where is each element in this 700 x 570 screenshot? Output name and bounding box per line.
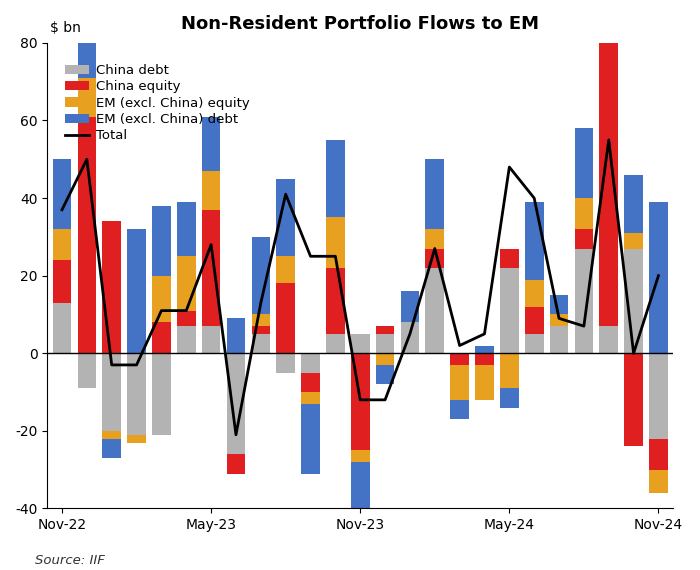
Bar [649, 353, 668, 439]
Bar [78, 78, 96, 117]
Bar [376, 326, 394, 334]
Bar [500, 268, 519, 353]
Bar [550, 295, 568, 315]
Bar [525, 279, 543, 307]
Bar [400, 291, 419, 322]
Bar [500, 388, 519, 408]
Bar [575, 229, 593, 249]
Bar [102, 439, 121, 458]
Bar [127, 353, 146, 435]
Bar [251, 237, 270, 315]
Bar [251, 326, 270, 334]
Bar [152, 353, 171, 435]
Bar [177, 311, 195, 326]
Bar [550, 315, 568, 326]
Bar [426, 268, 444, 353]
Bar [575, 128, 593, 198]
Bar [599, 0, 618, 31]
Bar [624, 353, 643, 446]
Bar [202, 210, 220, 326]
Bar [326, 268, 344, 334]
Bar [450, 400, 469, 420]
Bar [624, 249, 643, 353]
Bar [102, 353, 121, 431]
Bar [376, 365, 394, 384]
Bar [500, 249, 519, 268]
Bar [351, 450, 370, 462]
Bar [301, 392, 320, 404]
Bar [426, 159, 444, 229]
Bar [326, 140, 344, 218]
Title: Non-Resident Portfolio Flows to EM: Non-Resident Portfolio Flows to EM [181, 15, 539, 33]
Bar [525, 307, 543, 334]
Bar [426, 249, 444, 268]
Bar [550, 326, 568, 353]
Bar [127, 435, 146, 442]
Bar [301, 404, 320, 474]
Bar [624, 175, 643, 233]
Bar [376, 353, 394, 365]
Bar [525, 202, 543, 279]
Bar [78, 353, 96, 388]
Bar [575, 198, 593, 229]
Bar [102, 431, 121, 439]
Bar [351, 353, 370, 450]
Bar [649, 470, 668, 493]
Text: Source: IIF: Source: IIF [35, 554, 105, 567]
Bar [599, 31, 618, 326]
Bar [251, 334, 270, 353]
Bar [351, 462, 370, 559]
Bar [326, 334, 344, 353]
Bar [575, 249, 593, 353]
Bar [525, 334, 543, 353]
Bar [52, 260, 71, 303]
Bar [426, 229, 444, 249]
Bar [227, 353, 245, 454]
Bar [102, 221, 121, 353]
Bar [351, 334, 370, 353]
Bar [202, 326, 220, 353]
Bar [450, 365, 469, 400]
Bar [301, 373, 320, 392]
Bar [400, 322, 419, 353]
Text: $ bn: $ bn [50, 21, 80, 35]
Bar [177, 326, 195, 353]
Bar [649, 202, 668, 353]
Bar [177, 202, 195, 256]
Bar [624, 233, 643, 249]
Bar [276, 256, 295, 283]
Bar [649, 439, 668, 470]
Bar [202, 117, 220, 171]
Bar [78, 0, 96, 78]
Bar [152, 206, 171, 276]
Bar [52, 303, 71, 353]
Bar [376, 334, 394, 353]
Bar [450, 353, 469, 365]
Bar [475, 365, 493, 400]
Bar [301, 353, 320, 373]
Bar [227, 454, 245, 474]
Bar [276, 353, 295, 373]
Bar [500, 353, 519, 388]
Bar [326, 218, 344, 268]
Bar [52, 229, 71, 260]
Bar [152, 322, 171, 353]
Bar [276, 178, 295, 256]
Bar [475, 353, 493, 365]
Bar [276, 283, 295, 353]
Bar [152, 276, 171, 322]
Bar [127, 229, 146, 353]
Bar [78, 117, 96, 353]
Bar [227, 319, 245, 353]
Bar [251, 315, 270, 326]
Bar [52, 159, 71, 229]
Bar [202, 171, 220, 210]
Bar [475, 345, 493, 353]
Bar [177, 256, 195, 311]
Legend: China debt, China equity, EM (excl. China) equity, EM (excl. China) debt, Total: China debt, China equity, EM (excl. Chin… [60, 59, 255, 148]
Bar [599, 326, 618, 353]
